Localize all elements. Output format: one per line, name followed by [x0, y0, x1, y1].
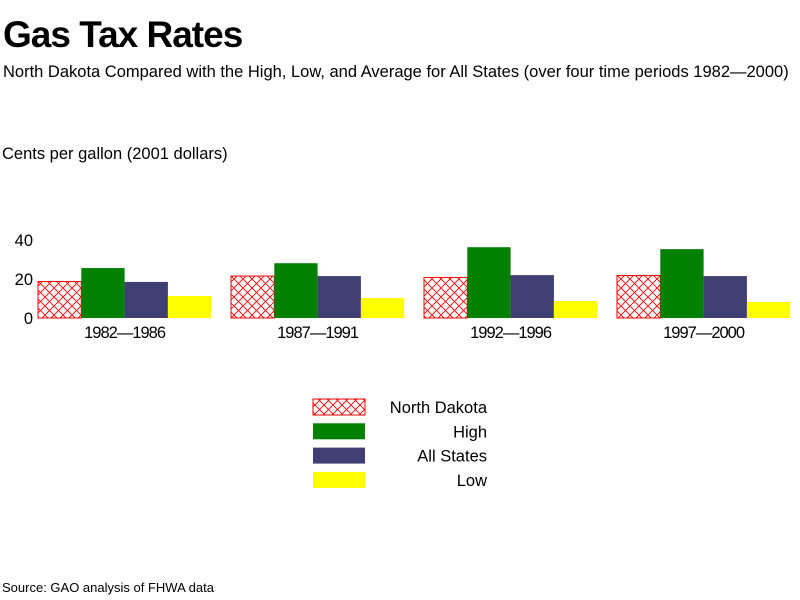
- legend-swatch: [313, 447, 365, 464]
- bar-high-0: [81, 268, 125, 318]
- bar-low-0: [167, 295, 212, 318]
- bar-low-1: [360, 298, 405, 318]
- bar-north-dakota-3: [616, 274, 661, 319]
- legend-swatch: [313, 423, 365, 440]
- x-tick-label: 1992—1996: [470, 324, 552, 342]
- legend: North Dakota High All States Low: [312, 398, 488, 490]
- bar-all-states-1: [317, 276, 361, 318]
- bar-low-2: [553, 301, 598, 318]
- source-note: Source: GAO analysis of FHWA data: [2, 580, 214, 595]
- bar-all-states-0: [124, 281, 168, 318]
- legend-swatch: [313, 471, 365, 488]
- x-tick-label: 1997—2000: [663, 324, 745, 342]
- chart-title: Gas Tax Rates: [3, 14, 243, 55]
- x-tick-label: 1982—1986: [84, 324, 166, 342]
- legend-label: North Dakota: [390, 399, 488, 417]
- legend-label: All States: [417, 448, 487, 466]
- bar-high-3: [660, 249, 704, 318]
- bar-all-states-2: [510, 275, 554, 318]
- y-tick-label: 20: [15, 271, 33, 289]
- legend-label: Low: [457, 472, 487, 490]
- legend-label: High: [453, 423, 487, 441]
- bar-low-3: [746, 302, 791, 318]
- chart-subtitle: North Dakota Compared with the High, Low…: [3, 63, 789, 81]
- y-axis-label: Cents per gallon (2001 dollars): [2, 145, 228, 163]
- y-tick-label: 40: [15, 232, 33, 250]
- bar-north-dakota-2: [423, 276, 468, 319]
- y-tick-label: 0: [24, 310, 33, 328]
- x-tick-label: 1987—1991: [277, 324, 359, 342]
- bar-north-dakota-1: [230, 275, 275, 319]
- bar-all-states-3: [703, 276, 747, 318]
- bar-north-dakota-0: [37, 281, 82, 319]
- legend-swatch: [312, 398, 366, 416]
- bar-high-2: [467, 247, 511, 318]
- bar-high-1: [274, 263, 318, 318]
